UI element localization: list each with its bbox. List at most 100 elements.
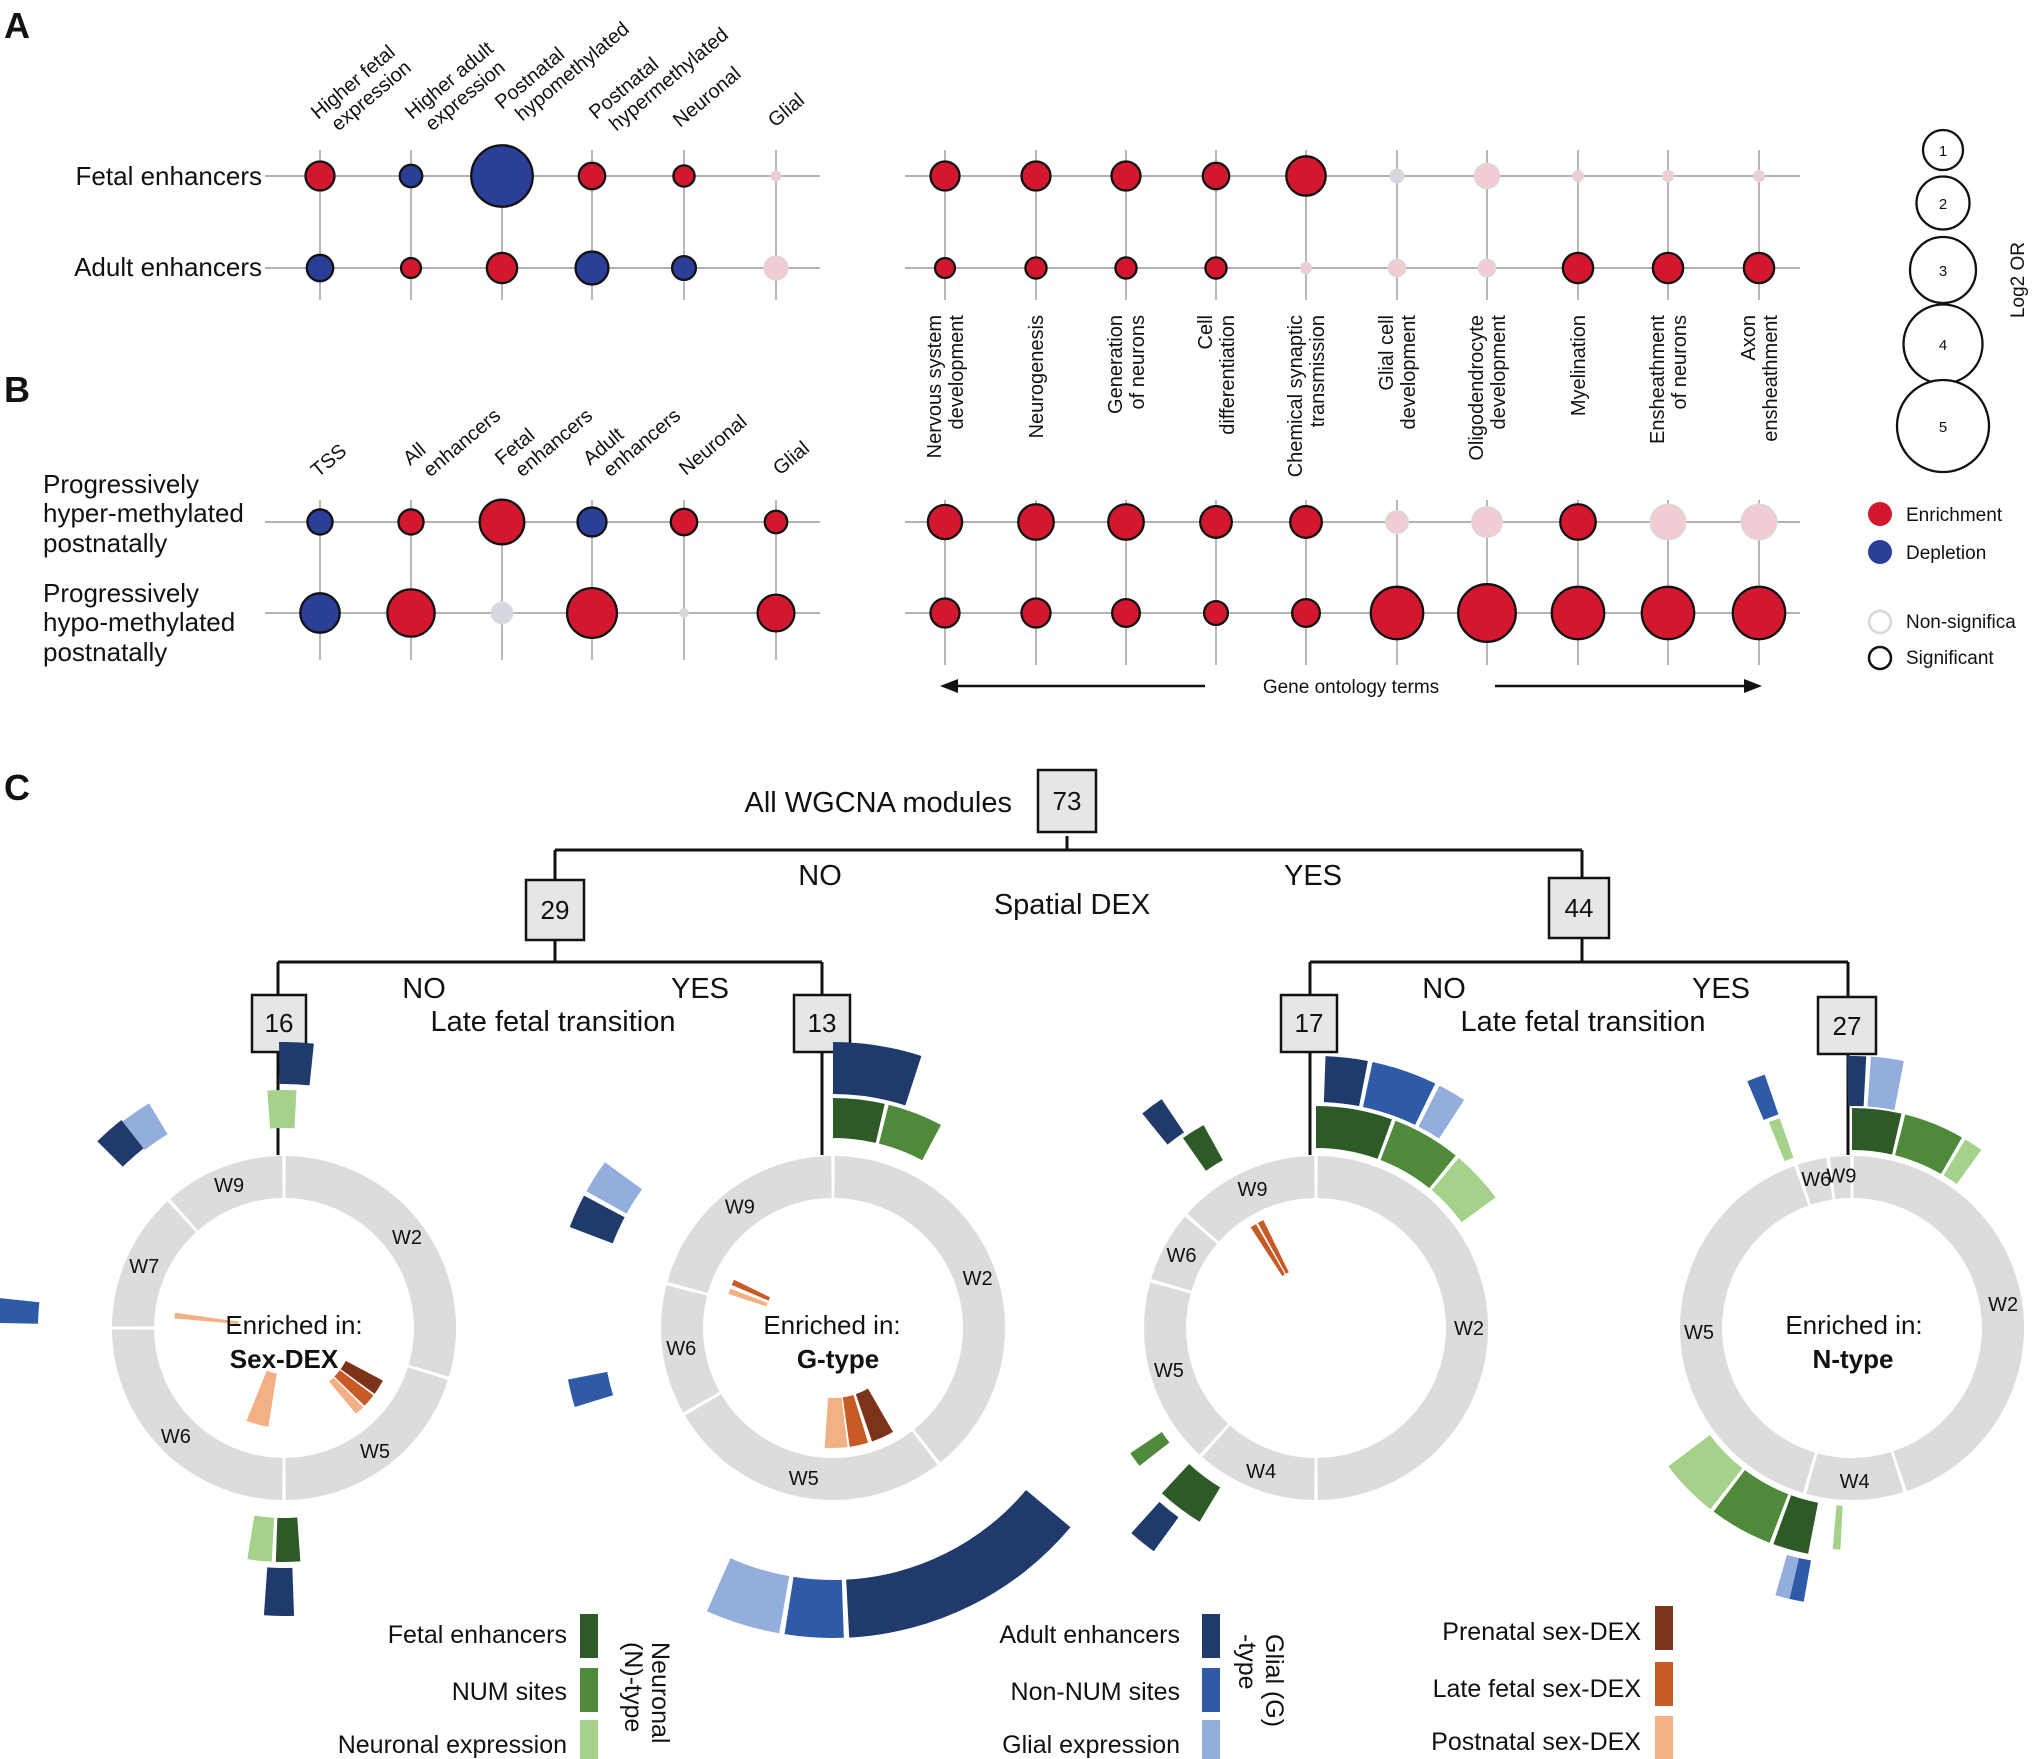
panel-b-col-all-enh: Allenhancers — [399, 388, 505, 487]
legend-postnatal-sex-dex-swatch — [1655, 1716, 1673, 1759]
enrichment-bar — [728, 1288, 768, 1307]
non-significant-label: Non-significa — [1906, 612, 2016, 633]
panel-letter-b: B — [4, 369, 30, 410]
node-box-no-spatial — [524, 878, 586, 942]
go-b-grid-dot — [1740, 503, 1778, 541]
enrichment-bar — [1431, 1157, 1496, 1223]
go-a-grid-dot — [1204, 256, 1228, 280]
go-term-label: Ensheathmentof neurons — [1647, 315, 1691, 444]
node-count-leaf1: 16 — [265, 1008, 294, 1038]
module-label: W9 — [214, 1175, 244, 1197]
go-a-grid-dot — [1020, 160, 1052, 192]
enrichment-bar — [569, 1195, 625, 1244]
enrichment-bar — [586, 1162, 643, 1214]
go-term-label: Celldifferentiation — [1195, 315, 1239, 435]
legend-num-sites: NUM sites — [452, 1678, 567, 1706]
enrichment-bar — [0, 1298, 40, 1324]
legend-non-num-sites-swatch — [1202, 1668, 1220, 1712]
size-legend-value: 1 — [1939, 143, 1947, 160]
go-b-grid-dot — [1559, 503, 1597, 541]
go-a-grid-dot — [1651, 251, 1685, 285]
go-term-label: Oligodendrocytedevelopment — [1466, 315, 1510, 461]
go-b-grid-dot — [1289, 505, 1323, 539]
go-axis: Gene ontology terms — [940, 677, 1762, 698]
panel-b-grid-dot — [397, 508, 425, 536]
node-count-leaf2: 13 — [808, 1008, 837, 1038]
node-count-yes-spatial: 44 — [1565, 893, 1594, 923]
go-term-label-line: Glial cell — [1376, 315, 1398, 391]
panel-a-grid-dot — [574, 250, 610, 286]
enrichment-bar — [1747, 1074, 1779, 1120]
late-right-label: Late fetal transition — [1460, 1006, 1705, 1038]
enrichment-bar — [97, 1119, 144, 1167]
panel-c-legend: Fetal enhancers NUM sites Neuronal expre… — [338, 1606, 1673, 1759]
go-b-grid-dot — [1731, 585, 1787, 641]
decision-tree — [276, 836, 1850, 1155]
size-legend: Log2 OR 1 2 3 4 5 — [1895, 128, 2029, 474]
enrichment-bar — [279, 1042, 314, 1086]
go-term-label-line: of neurons — [1127, 315, 1149, 410]
module-label: W4 — [1840, 1471, 1870, 1493]
go-term-label-line: Ensheathment — [1647, 315, 1669, 444]
enrichment-bar — [122, 1103, 168, 1150]
module-segment — [684, 1394, 938, 1500]
spatial-yes-label: YES — [1284, 860, 1342, 892]
go-a-grid-dot — [1473, 162, 1501, 190]
spatial-dex-label: Spatial DEX — [994, 889, 1150, 921]
non-significant-swatch — [1867, 609, 1893, 635]
depletion-label: Depletion — [1906, 543, 1986, 564]
module-label: W5 — [360, 1441, 390, 1463]
node-count-leaf4: 27 — [1833, 1011, 1862, 1041]
module-label: W4 — [1246, 1461, 1276, 1483]
size-legend-value: 4 — [1939, 337, 1947, 354]
node-count-root: 73 — [1053, 786, 1082, 816]
go-term-label-line: development — [1398, 315, 1420, 430]
go-a-grid-dot — [1389, 168, 1405, 184]
module-segment — [1797, 1157, 1833, 1205]
panel-a-col-higher-adult: Higher adultexpression — [401, 37, 512, 140]
go-b-grid-dot — [929, 597, 961, 629]
node-box-leaf3 — [1279, 993, 1339, 1054]
module-segment — [112, 1329, 283, 1500]
legend-prenatal-sex-dex: Prenatal sex-DEX — [1442, 1618, 1641, 1646]
module-segment — [1151, 1216, 1217, 1291]
go-term-label-line: Generation — [1105, 315, 1127, 414]
go-b-grid-dot — [926, 503, 964, 541]
module-label: W6 — [161, 1426, 191, 1448]
panel-a-grid-dot — [577, 161, 607, 191]
go-a-grid-dot — [1299, 261, 1313, 275]
legend-adult-enhancers: Adult enhancers — [999, 1621, 1180, 1649]
go-a-grid-dot — [1201, 161, 1231, 191]
size-legend-circle — [1895, 378, 1991, 474]
module-segment — [1829, 1156, 1851, 1200]
legend-group-neuronal: Neuronal(N)-type — [619, 1642, 674, 1743]
go-a-grid-dot — [1742, 251, 1776, 285]
panel-b-grid-dot — [299, 592, 341, 634]
go-b-grid-dot — [1385, 510, 1409, 534]
node-count-leaf3: 17 — [1295, 1008, 1324, 1038]
enrichment-bar — [1943, 1139, 1982, 1184]
panel-a-row-label-fetal: Fetal enhancers — [76, 161, 262, 191]
node-count-no-spatial: 29 — [541, 895, 570, 925]
go-a-grid-dot — [1752, 169, 1766, 183]
late-right-yes-label: YES — [1692, 973, 1750, 1005]
panel-a-grid-dot — [485, 251, 519, 285]
enrichment-bar — [334, 1370, 374, 1406]
go-b-grid-dot — [1020, 597, 1052, 629]
go-term-label: Glial celldevelopment — [1376, 315, 1420, 430]
enrichment-bar — [1316, 1106, 1392, 1159]
go-b-grid-dot — [1457, 583, 1517, 643]
go-a-grid-dot — [933, 256, 957, 280]
module-segment — [1202, 1425, 1315, 1500]
panel-a-grid-dot — [470, 144, 534, 208]
go-term-label-line: Axon — [1738, 315, 1760, 361]
panel-b-col-adult-enh: Adultenhancers — [579, 388, 685, 487]
panel-b-col-tss: TSS — [307, 440, 351, 482]
late-left-no-label: NO — [402, 973, 446, 1005]
module-label: W5 — [1684, 1322, 1714, 1344]
panel-a-row-label-adult: Adult enhancers — [74, 252, 262, 282]
color-legend: Enrichment Depletion Non-significa Signi… — [1867, 502, 2016, 671]
tree-root-label: All WGCNA modules — [744, 787, 1012, 819]
significant-label: Significant — [1906, 648, 1994, 669]
